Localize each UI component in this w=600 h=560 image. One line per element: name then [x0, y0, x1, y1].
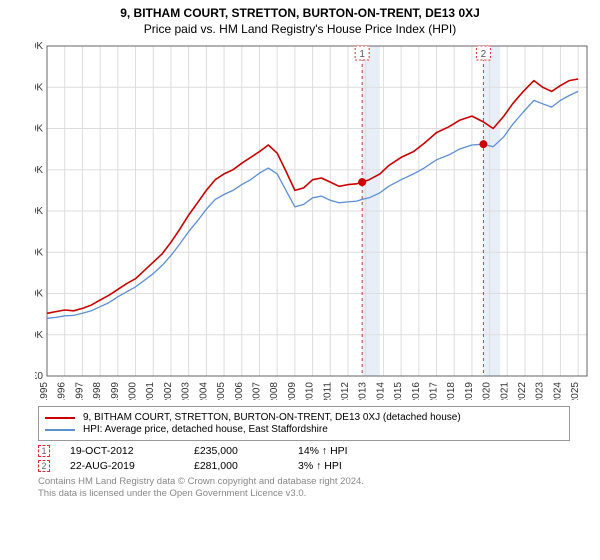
svg-text:2018: 2018: [446, 382, 457, 400]
svg-text:2011: 2011: [322, 382, 333, 400]
transaction-price: £235,000: [194, 445, 294, 457]
legend-row: 9, BITHAM COURT, STRETTON, BURTON-ON-TRE…: [45, 412, 563, 423]
svg-text:£350K: £350K: [35, 82, 43, 93]
svg-text:1997: 1997: [74, 382, 85, 400]
svg-text:2014: 2014: [375, 382, 386, 400]
legend-label: 9, BITHAM COURT, STRETTON, BURTON-ON-TRE…: [83, 412, 461, 423]
svg-text:1999: 1999: [110, 382, 121, 400]
transaction-row: 2 22-AUG-2019 £281,000 3% ↑ HPI: [38, 460, 570, 472]
svg-text:2021: 2021: [499, 382, 510, 400]
svg-text:2012: 2012: [340, 382, 351, 400]
svg-text:2022: 2022: [517, 382, 528, 400]
svg-text:2004: 2004: [198, 382, 209, 400]
footer-attribution: Contains HM Land Registry data © Crown c…: [38, 476, 570, 500]
svg-text:2010: 2010: [305, 382, 316, 400]
svg-text:£0: £0: [35, 371, 43, 382]
svg-text:2020: 2020: [482, 382, 493, 400]
svg-text:2006: 2006: [234, 382, 245, 400]
svg-text:2: 2: [481, 49, 487, 60]
svg-text:2017: 2017: [429, 382, 440, 400]
svg-text:2016: 2016: [411, 382, 422, 400]
svg-text:£100K: £100K: [35, 289, 43, 300]
svg-text:£250K: £250K: [35, 165, 43, 176]
svg-text:1996: 1996: [57, 382, 68, 400]
svg-text:2008: 2008: [269, 382, 280, 400]
chart-container: 9, BITHAM COURT, STRETTON, BURTON-ON-TRE…: [0, 0, 600, 560]
svg-text:1998: 1998: [92, 382, 103, 400]
legend: 9, BITHAM COURT, STRETTON, BURTON-ON-TRE…: [38, 406, 570, 441]
svg-text:1: 1: [359, 49, 365, 60]
svg-text:£400K: £400K: [35, 41, 43, 52]
line-chart: £0 £50K £100K £150K £200K £250K £300K £350K £400…: [35, 40, 595, 400]
transaction-price: £281,000: [194, 460, 294, 472]
legend-swatch: [45, 429, 75, 431]
svg-text:2025: 2025: [570, 382, 581, 400]
footer-line-1: Contains HM Land Registry data © Crown c…: [38, 476, 570, 488]
legend-row: HPI: Average price, detached house, East…: [45, 424, 563, 435]
transaction-delta: 14% ↑ HPI: [298, 445, 398, 457]
transaction-table: 1 19-OCT-2012 £235,000 14% ↑ HPI 2 22-AUG-201…: [38, 445, 570, 472]
svg-text:£200K: £200K: [35, 206, 43, 217]
svg-text:2015: 2015: [393, 382, 404, 400]
svg-text:£50K: £50K: [35, 330, 43, 341]
svg-text:2024: 2024: [552, 382, 563, 400]
svg-text:1995: 1995: [39, 382, 50, 400]
svg-text:2009: 2009: [287, 382, 298, 400]
svg-text:2019: 2019: [464, 382, 475, 400]
transaction-row: 1 19-OCT-2012 £235,000 14% ↑ HPI: [38, 445, 570, 457]
chart-title: 9, BITHAM COURT, STRETTON, BURTON-ON-TRE…: [0, 0, 600, 20]
legend-swatch: [45, 417, 75, 419]
svg-text:2007: 2007: [251, 382, 262, 400]
svg-text:2005: 2005: [216, 382, 227, 400]
svg-text:2013: 2013: [358, 382, 369, 400]
svg-text:2000: 2000: [128, 382, 139, 400]
svg-text:2002: 2002: [163, 382, 174, 400]
transaction-date: 22-AUG-2019: [70, 460, 190, 472]
transaction-marker: 2: [38, 460, 50, 472]
svg-text:£300K: £300K: [35, 124, 43, 135]
svg-text:2001: 2001: [145, 382, 156, 400]
transaction-date: 19-OCT-2012: [70, 445, 190, 457]
svg-text:2003: 2003: [181, 382, 192, 400]
transaction-marker: 1: [38, 445, 50, 457]
chart-area: £0 £50K £100K £150K £200K £250K £300K £350K £400…: [35, 40, 595, 400]
chart-subtitle: Price paid vs. HM Land Registry's House …: [0, 20, 600, 40]
svg-text:2023: 2023: [535, 382, 546, 400]
svg-text:£150K: £150K: [35, 247, 43, 258]
legend-label: HPI: Average price, detached house, East…: [83, 424, 328, 435]
footer-line-2: This data is licensed under the Open Gov…: [38, 488, 570, 500]
transaction-delta: 3% ↑ HPI: [298, 460, 398, 472]
